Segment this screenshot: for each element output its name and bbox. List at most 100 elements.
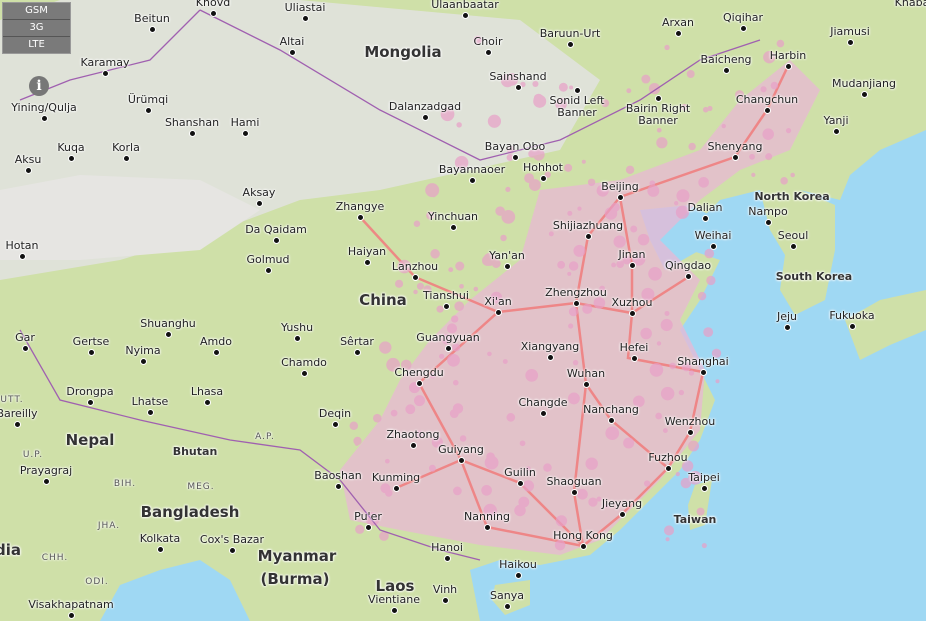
country-label: (Burma) (260, 570, 330, 588)
city-marker (213, 349, 220, 356)
coverage-dot (669, 362, 676, 370)
coverage-dot (599, 285, 606, 292)
coverage-dot (664, 310, 670, 316)
coverage-dot (473, 35, 482, 45)
city-marker (515, 84, 522, 91)
info-button[interactable]: i (29, 76, 49, 96)
coverage-dot (487, 114, 502, 128)
city-label: Beitun (134, 12, 170, 25)
city-marker (573, 300, 580, 307)
city-label: Xuzhou (611, 296, 653, 309)
coverage-dot (698, 176, 709, 188)
coverage-dot (780, 177, 788, 185)
city-label: Zhengzhou (545, 286, 607, 299)
city-marker (43, 478, 50, 485)
coverage-dot (525, 368, 539, 382)
city-label: Ürümqi (127, 93, 169, 106)
coverage-dot (430, 249, 440, 259)
city-marker (732, 154, 739, 161)
city-marker (147, 409, 154, 416)
city-label: Da Qaidam (245, 223, 307, 236)
city-marker (631, 355, 638, 362)
coverage-dot (439, 353, 445, 359)
city-marker (665, 465, 672, 472)
coverage-dot (704, 248, 715, 259)
city-label: Khovd (195, 0, 231, 9)
city-marker (229, 547, 236, 554)
coverage-dot (481, 484, 492, 496)
city-label: Bareilly (0, 407, 38, 420)
city-label: Xi'an (484, 295, 512, 308)
coverage-dot (637, 233, 650, 246)
city-label: Yan'an (489, 249, 525, 262)
coverage-dot (785, 128, 792, 134)
city-label: Qiqihar (723, 11, 763, 24)
coverage-dot (656, 127, 662, 133)
city-label: Hotan (5, 239, 39, 252)
coverage-dot (641, 74, 651, 84)
city-label: Yushu (280, 321, 314, 334)
coverage-dot (452, 343, 461, 352)
taklamakan-desert (0, 175, 260, 260)
city-label: Fuzhou (648, 451, 688, 464)
city-label: Sêrtar (340, 335, 374, 348)
city-marker (458, 457, 465, 464)
city-marker (580, 543, 587, 550)
coverage-dot (532, 80, 539, 87)
region-label: BIH. (113, 479, 137, 489)
city-label: Qingdao (664, 259, 712, 272)
coverage-dot (662, 428, 668, 433)
coverage-dot (663, 525, 675, 536)
coverage-dot (452, 403, 464, 414)
city-label: Deqin (318, 407, 352, 420)
city-marker (547, 354, 554, 361)
city-marker (302, 15, 309, 22)
network-lte-button[interactable]: LTE (28, 39, 45, 50)
city-marker (265, 267, 272, 274)
city-marker (504, 603, 511, 610)
city-marker (462, 12, 469, 19)
city-marker (41, 115, 48, 122)
city-label: Fukuoka (829, 309, 875, 322)
coverage-dot (453, 486, 462, 496)
coverage-dot (676, 189, 690, 203)
network-type-selector[interactable]: GSM 3G LTE (2, 2, 71, 54)
city-label: Guilin (504, 466, 536, 479)
coverage-dot (577, 488, 588, 500)
region-label: CHH. (41, 553, 69, 563)
coverage-dot (749, 153, 755, 160)
region-label: A.P. (255, 432, 275, 442)
city-marker (784, 324, 791, 331)
coverage-dot (603, 186, 610, 192)
city-marker (495, 309, 502, 316)
coverage-dot (656, 137, 668, 149)
city-marker (422, 114, 429, 121)
coverage-dot (555, 515, 568, 527)
network-3g-button[interactable]: 3G (3, 20, 70, 37)
coverage-dot (440, 107, 455, 122)
city-label: Korla (112, 141, 140, 154)
coverage-dot (569, 85, 574, 90)
city-marker (256, 200, 263, 207)
coverage-dot (428, 464, 436, 472)
coverage-dot (452, 379, 459, 386)
region-label: UTT. (0, 395, 24, 405)
city-label: Shaoguan (546, 475, 602, 488)
city-marker (617, 194, 624, 201)
city-label: Aksu (14, 153, 42, 166)
city-marker (849, 323, 856, 330)
coverage-dot (416, 282, 425, 290)
city-marker (354, 349, 361, 356)
country-label: Nepal (65, 431, 115, 449)
coverage-dot (649, 363, 664, 377)
country-label: Laos (375, 577, 415, 595)
city-label: Chamdo (281, 356, 327, 369)
coverage-dot (441, 333, 453, 345)
coverage-dot (505, 72, 519, 86)
coverage-dot (688, 470, 702, 485)
city-label: Weihai (694, 229, 732, 242)
network-gsm-button[interactable]: GSM (3, 3, 70, 20)
city-marker (450, 224, 457, 231)
coverage-dot (501, 209, 516, 224)
